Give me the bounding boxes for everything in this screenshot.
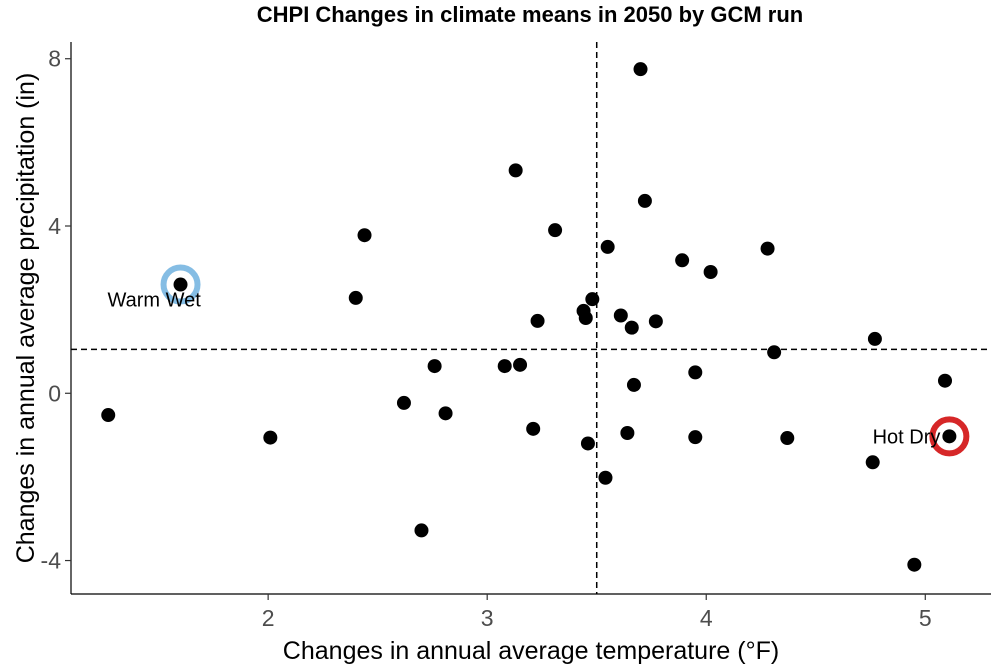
y-tick-label: 8 xyxy=(48,46,61,72)
data-point xyxy=(396,395,411,410)
data-point xyxy=(585,292,600,307)
y-axis-title: Changes in annual average precipitation … xyxy=(12,73,40,564)
data-point xyxy=(508,163,523,178)
data-point xyxy=(173,277,188,292)
x-axis-ticks: 2 3 4 5 xyxy=(262,594,932,631)
x-tick-label: 5 xyxy=(919,605,932,631)
data-point xyxy=(907,557,922,572)
point-annotation: Hot Dry xyxy=(873,426,941,448)
highlight-ring xyxy=(929,416,970,457)
data-point xyxy=(357,228,372,243)
data-point xyxy=(626,377,641,392)
data-point xyxy=(578,311,593,325)
data-point xyxy=(101,408,116,423)
data-point xyxy=(624,320,639,335)
data-point xyxy=(867,331,882,346)
data-point xyxy=(688,430,703,445)
data-point xyxy=(530,313,545,328)
reference-lines xyxy=(71,42,991,594)
point-annotation: Warm Wet xyxy=(108,290,202,312)
data-point xyxy=(620,426,635,440)
data-point xyxy=(497,359,512,374)
data-point xyxy=(600,239,615,254)
data-point xyxy=(348,290,363,305)
x-tick-label: 3 xyxy=(481,605,494,631)
annotations: Warm Wet Hot Dry xyxy=(108,290,941,449)
y-tick-label: 0 xyxy=(48,380,61,406)
y-tick-label: -4 xyxy=(41,548,62,574)
data-point xyxy=(938,373,952,388)
data-point xyxy=(675,253,690,268)
y-tick-label: 4 xyxy=(48,213,61,239)
data-points xyxy=(101,62,957,572)
data-point xyxy=(580,436,595,451)
data-point xyxy=(526,421,541,436)
data-point xyxy=(865,455,880,470)
data-point xyxy=(438,406,453,421)
x-tick-label: 4 xyxy=(700,605,713,631)
data-point xyxy=(427,359,442,374)
data-point xyxy=(548,223,563,238)
y-axis-ticks: -4 0 4 8 xyxy=(41,46,71,574)
highlight-ring xyxy=(160,264,201,305)
data-point xyxy=(703,265,718,279)
data-point xyxy=(767,345,782,360)
data-point xyxy=(414,523,429,538)
data-point xyxy=(688,365,703,380)
highlight-rings xyxy=(160,264,970,457)
data-point xyxy=(648,314,663,329)
data-point xyxy=(637,193,652,208)
data-point xyxy=(760,241,775,256)
data-point xyxy=(598,470,613,485)
x-tick-label: 2 xyxy=(262,605,275,631)
data-point xyxy=(613,308,628,323)
data-point xyxy=(263,430,278,445)
data-point xyxy=(513,357,528,372)
data-point xyxy=(633,62,648,77)
x-axis-title: Changes in annual average temperature (°… xyxy=(283,637,779,665)
chart-title: CHPI Changes in climate means in 2050 by… xyxy=(257,2,804,27)
data-point xyxy=(780,431,795,446)
data-point xyxy=(942,429,957,444)
